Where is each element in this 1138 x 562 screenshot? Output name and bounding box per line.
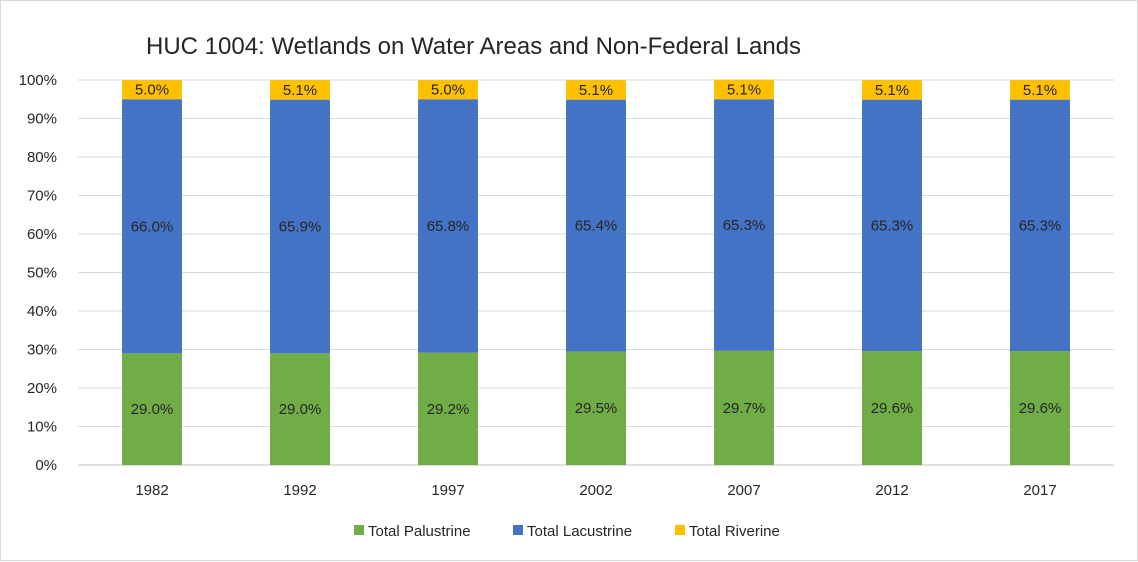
x-tick-label: 2007 — [727, 482, 760, 499]
bar-segment — [566, 351, 626, 465]
data-label: 65.3% — [1019, 217, 1062, 234]
data-label: 29.7% — [723, 400, 766, 417]
bar-segment — [1010, 80, 1070, 100]
y-tick-label: 80% — [27, 149, 57, 166]
bar-segment — [1010, 99, 1070, 352]
data-label: 29.0% — [279, 401, 322, 418]
x-tick-label: 1992 — [283, 482, 316, 499]
data-label: 29.5% — [575, 400, 618, 417]
y-tick-label: 50% — [27, 265, 57, 282]
y-tick-label: 90% — [27, 111, 57, 128]
y-tick-label: 70% — [27, 188, 57, 205]
data-label: 5.1% — [579, 82, 613, 99]
data-label: 5.1% — [283, 82, 317, 99]
data-label: 65.8% — [427, 218, 470, 235]
bar-segment — [714, 79, 774, 100]
data-label: 66.0% — [131, 218, 174, 235]
legend-label: Total Riverine — [689, 523, 780, 540]
data-label: 65.3% — [723, 217, 766, 234]
bars: 29.0% 66.0% 5.0% 29.0% 65.9% 5.1% 29.2% 65.8% 5.… — [122, 79, 1070, 465]
data-label: 65.4% — [575, 218, 618, 235]
bar-segment — [714, 99, 774, 351]
bar-segment — [862, 80, 922, 100]
data-label: 29.6% — [1019, 400, 1062, 417]
data-label: 5.1% — [727, 81, 761, 98]
legend-swatch — [354, 525, 364, 535]
bar-segment — [418, 99, 478, 353]
y-tick-label: 10% — [27, 419, 57, 436]
legend-label: Total Palustrine — [368, 523, 471, 540]
bar-segment — [862, 351, 922, 465]
bar-segment — [270, 353, 330, 465]
x-tick-label: 2017 — [1023, 482, 1056, 499]
x-tick-label: 1997 — [431, 482, 464, 499]
legend-label: Total Lacustrine — [527, 523, 632, 540]
chart-title: HUC 1004: Wetlands on Water Areas and No… — [146, 33, 801, 60]
bar-segment — [418, 80, 478, 100]
legend-swatch — [513, 525, 523, 535]
legend-swatch — [675, 525, 685, 535]
data-label: 5.1% — [1023, 82, 1057, 99]
data-label: 29.0% — [131, 401, 174, 418]
y-tick-label: 20% — [27, 380, 57, 397]
data-label: 65.9% — [279, 218, 322, 235]
bar-segment — [122, 99, 182, 354]
data-label: 29.2% — [427, 401, 470, 418]
x-tick-label: 1982 — [135, 482, 168, 499]
data-label: 5.1% — [875, 82, 909, 99]
bar-segment — [122, 80, 182, 100]
bar-segment — [418, 352, 478, 465]
y-tick-label: 30% — [27, 342, 57, 359]
data-label: 5.0% — [431, 82, 465, 99]
bar-segment — [714, 350, 774, 465]
y-tick-label: 60% — [27, 226, 57, 243]
data-label: 65.3% — [871, 217, 914, 234]
bar-segment — [566, 99, 626, 352]
legend: Total Palustrine Total Lacustrine Total Ri… — [354, 523, 780, 540]
bar-segment — [862, 99, 922, 352]
data-label: 29.6% — [871, 400, 914, 417]
bar-segment — [1010, 351, 1070, 465]
bar-segment — [270, 80, 330, 100]
x-axis: 1982 1992 1997 2002 2007 2012 2017 — [135, 482, 1056, 499]
y-tick-label: 0% — [35, 457, 57, 474]
y-axis: 0% 10% 20% 30% 40% 50% 60% 70% 80% 90% 100% — [19, 72, 57, 474]
x-tick-label: 2012 — [875, 482, 908, 499]
bar-segment — [122, 353, 182, 465]
bar-segment — [566, 80, 626, 100]
y-tick-label: 40% — [27, 303, 57, 320]
y-tick-label: 100% — [19, 72, 57, 89]
bar-segment — [270, 99, 330, 354]
data-label: 5.0% — [135, 82, 169, 99]
x-tick-label: 2002 — [579, 482, 612, 499]
